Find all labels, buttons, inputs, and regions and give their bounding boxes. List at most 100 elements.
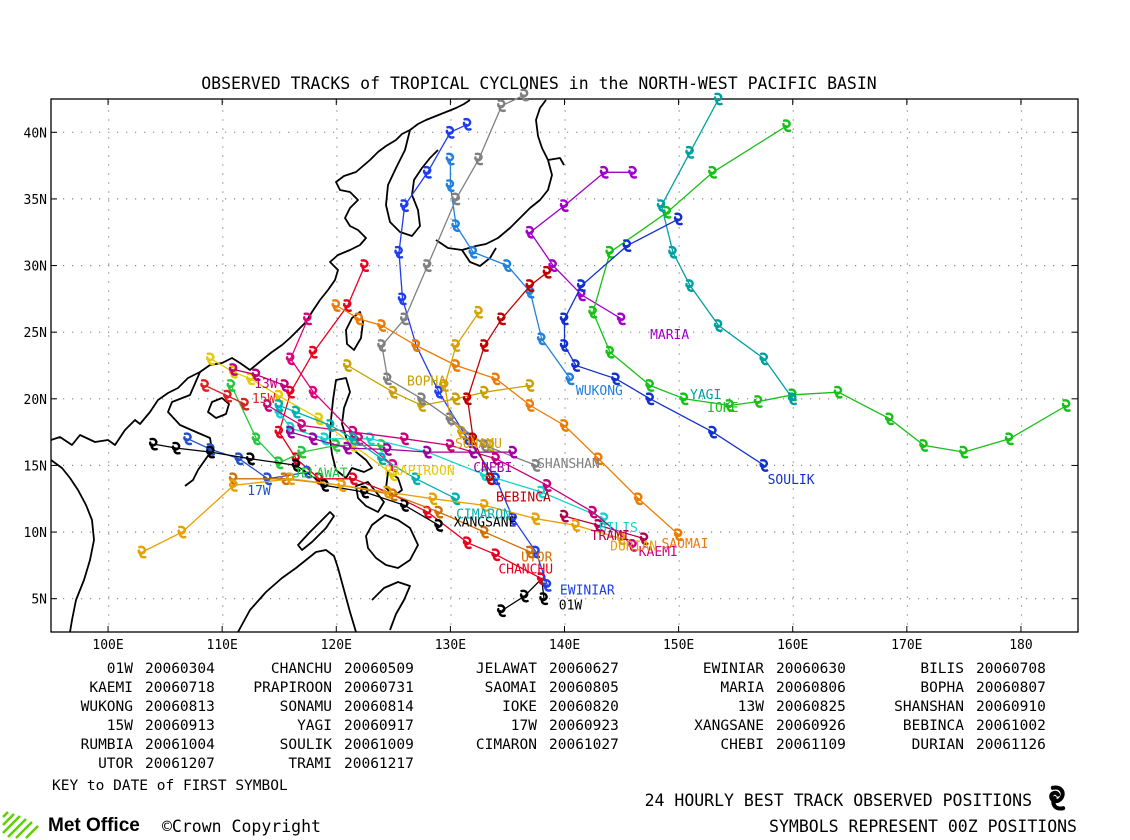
cyclone-symbol-icon bbox=[411, 339, 421, 352]
key-storm-date: 20060813 bbox=[145, 699, 215, 715]
cyclone-symbol-icon bbox=[388, 488, 398, 502]
track-label-bebinca: BEBINCA bbox=[496, 490, 551, 505]
track-15w bbox=[200, 379, 250, 411]
key-storm-name: YAGI bbox=[297, 718, 332, 734]
cyclone-symbol-icon bbox=[285, 385, 295, 399]
lat-tick-label: 10N bbox=[24, 526, 47, 541]
footer-line-1: 24 HOURLY BEST TRACK OBSERVED POSITIONS bbox=[645, 791, 1032, 810]
key-storm-name: CIMARON bbox=[476, 737, 537, 753]
key-storm-name: DURIAN bbox=[912, 737, 964, 753]
cyclone-symbol-icon bbox=[525, 379, 535, 392]
cyclone-symbol-icon bbox=[445, 179, 455, 193]
track-label-cimaron: CIMARON bbox=[456, 508, 511, 523]
cyclone-symbol-icon bbox=[462, 117, 472, 131]
cyclone-symbol-icon bbox=[559, 312, 569, 326]
latitude-axis: 5N 10N 15N 20N 25N 30N 35N 40N bbox=[24, 126, 1078, 608]
cyclone-symbol-icon bbox=[497, 99, 506, 113]
storm-date-key: 01W 20060304 CHANCHU 20060509 JELAWAT 2006062… bbox=[81, 661, 1046, 772]
track-label-maria: MARIA bbox=[650, 328, 689, 343]
cyclone-symbol-icon bbox=[400, 199, 409, 212]
track-line-15w bbox=[204, 384, 246, 405]
cyclone-symbol-icon bbox=[548, 259, 558, 272]
cyclone-symbol-icon bbox=[588, 305, 598, 319]
lon-tick-label: 120E bbox=[321, 638, 352, 653]
track-label-jelawat: JELAWAT bbox=[293, 466, 348, 481]
track-line-13w bbox=[233, 368, 286, 387]
cyclone-symbol-icon bbox=[360, 259, 370, 272]
cyclone-symbol-icon bbox=[959, 445, 969, 459]
cyclone-symbol-icon bbox=[497, 312, 506, 326]
cyclone-symbol-icon bbox=[171, 441, 181, 455]
cyclone-symbol-icon bbox=[525, 545, 535, 559]
key-storm-date: 20060926 bbox=[776, 718, 846, 734]
cyclone-symbol-icon bbox=[308, 385, 318, 399]
map-title: OBSERVED TRACKS of TROPICAL CYCLONES in … bbox=[201, 74, 877, 93]
cyclone-symbol-icon bbox=[382, 443, 392, 456]
cyclone-symbol-icon bbox=[285, 352, 295, 366]
cyclone-symbol-icon bbox=[462, 392, 472, 406]
coast-korea bbox=[385, 129, 439, 237]
track-13w bbox=[228, 363, 290, 392]
cyclone-symbol-icon bbox=[605, 345, 615, 359]
cyclone-symbol-icon bbox=[787, 392, 797, 406]
cyclone-symbol-icon bbox=[713, 92, 723, 106]
key-storm-date: 20061217 bbox=[344, 756, 414, 772]
cyclone-symbol-icon bbox=[422, 259, 432, 272]
lat-tick-label: 20N bbox=[24, 393, 47, 408]
cyclone-symbol-icon bbox=[611, 372, 621, 386]
key-storm-date: 20060913 bbox=[145, 718, 215, 734]
track-jelawat bbox=[226, 379, 387, 470]
track-saomai bbox=[331, 299, 683, 542]
key-storm-name: CHEBI bbox=[720, 737, 764, 753]
cyclone-symbol-icon bbox=[519, 589, 529, 603]
key-storm-date: 20060304 bbox=[145, 661, 215, 677]
cyclone-symbol-icon bbox=[285, 472, 295, 486]
cyclone-symbol-icon bbox=[485, 472, 495, 486]
cyclone-symbol-icon bbox=[759, 352, 769, 366]
track-line-bopha bbox=[347, 364, 531, 407]
cyclone-symbol-icon bbox=[245, 452, 255, 466]
track-label-15w: 15W bbox=[252, 392, 276, 407]
track-label-trami: TRAMI bbox=[591, 529, 630, 544]
cyclone-symbol-icon bbox=[285, 425, 295, 439]
cyclone-symbol-icon bbox=[539, 592, 549, 606]
cyclone-symbol-icon bbox=[445, 439, 455, 452]
cyclone-symbol-icon bbox=[753, 395, 763, 408]
grid-dot-lines bbox=[54, 101, 1073, 625]
track-durian bbox=[137, 472, 626, 559]
cyclone-symbol-icon bbox=[251, 432, 261, 446]
track-line-saomai bbox=[335, 304, 680, 536]
cyclone-symbol-icon bbox=[713, 319, 723, 332]
key-storm-date: 20061126 bbox=[976, 737, 1046, 753]
track-line-utor bbox=[233, 478, 531, 553]
cyclone-symbol-icon bbox=[206, 445, 215, 459]
key-storm-name: UTOR bbox=[98, 756, 133, 772]
track-cimaron bbox=[274, 399, 461, 506]
cyclone-symbol-icon bbox=[491, 548, 501, 562]
cyclone-symbol-icon bbox=[303, 312, 312, 326]
track-line-yagi bbox=[660, 98, 794, 400]
key-storm-date: 20060820 bbox=[549, 699, 619, 715]
cyclone-symbol-icon bbox=[616, 532, 626, 546]
cyclone-symbol-icon bbox=[148, 437, 158, 451]
cyclone-symbol-icon bbox=[508, 512, 518, 526]
track-kaemi bbox=[263, 399, 638, 552]
cyclone-symbol-icon bbox=[571, 359, 581, 372]
cyclone-symbol-icon bbox=[400, 312, 409, 326]
lon-tick-label: 100E bbox=[92, 638, 123, 653]
lon-tick-label: 180 bbox=[1009, 638, 1032, 653]
cyclone-symbol-icon bbox=[479, 525, 489, 539]
track-label-13w: 13W bbox=[254, 377, 278, 392]
key-storm-name: SAOMAI bbox=[485, 680, 537, 696]
cyclone-symbol-icon bbox=[559, 339, 569, 352]
track-label-soulik: SOULIK bbox=[768, 473, 815, 488]
cyclone-symbol-icon bbox=[1061, 399, 1071, 412]
cyclone-symbol-icon bbox=[303, 465, 312, 479]
cyclone-symbol-icon bbox=[525, 279, 535, 292]
track-line-shanshan bbox=[381, 94, 537, 467]
cyclone-symbol-icon bbox=[1004, 432, 1014, 446]
track-label-bopha: BOPHA bbox=[407, 374, 446, 389]
longitude-axis: 100E 110E 120E 130E 140E 150E 160E 170E 180 bbox=[92, 99, 1033, 653]
key-storm-name: SHANSHAN bbox=[894, 699, 964, 715]
cyclone-symbol-icon bbox=[434, 519, 444, 532]
